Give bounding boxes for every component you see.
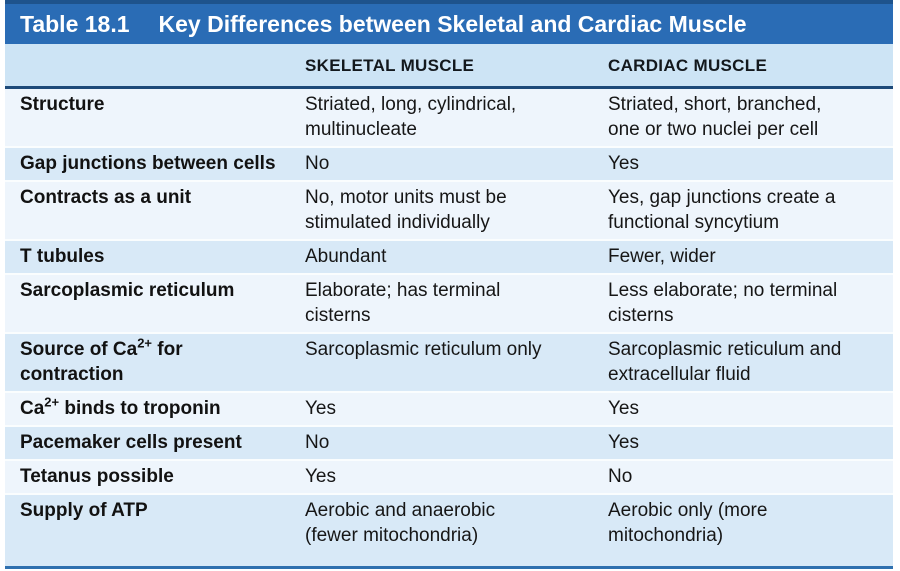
row-structure: Structure Striated, long, cylindrical, m… (5, 87, 893, 148)
cardiac-column-header: CARDIAC MUSCLE (608, 44, 893, 89)
row-contracts-as-unit: Contracts as a unit No, motor units must… (5, 180, 893, 240)
superscript: 2+ (137, 335, 153, 351)
row-label-text: T tubules (20, 246, 105, 267)
cell-cardiac: Yes (608, 425, 893, 460)
row-label-text: Pacemaker cells present (20, 432, 242, 453)
bottom-rule (5, 566, 893, 569)
cell-skeletal: Yes (305, 391, 608, 426)
cell-cardiac: Yes (608, 146, 893, 181)
table-number: Table 18.1 (20, 10, 130, 37)
cell-skeletal: No, motor units must be stimulated indiv… (305, 180, 608, 240)
skeletal-column-header: SKELETAL MUSCLE (305, 44, 608, 89)
row-label: Pacemaker cells present (5, 425, 305, 460)
cell-skeletal: No (305, 425, 608, 460)
superscript: 2+ (44, 394, 60, 410)
cell-cardiac: No (608, 459, 893, 494)
cell-skeletal: Sarcoplasmic reticulum only (305, 332, 608, 392)
row-label: Gap junctions between cells (5, 146, 305, 181)
row-sarcoplasmic-reticulum: Sarcoplasmic reticulum Elaborate; has te… (5, 273, 893, 333)
row-label: T tubules (5, 239, 305, 274)
row-label-text: Sarcoplasmic reticulum (20, 280, 235, 301)
row-label-text: Gap junctions between cells (20, 153, 276, 174)
row-label: Source of Ca2+ for contraction (5, 332, 305, 392)
row-label: Supply of ATP (5, 493, 305, 566)
table-title: Key Differences between Skeletal and Car… (158, 10, 747, 37)
row-label-text: Supply of ATP (20, 500, 148, 521)
row-label: Sarcoplasmic reticulum (5, 273, 305, 333)
row-label-text: Structure (20, 94, 105, 115)
cell-skeletal: Abundant (305, 239, 608, 274)
cell-skeletal: Aerobic and anaerobic (fewer mitochondri… (305, 493, 608, 566)
cell-cardiac: Yes, gap junctions create a functional s… (608, 180, 893, 240)
row-label-text: Source of Ca (20, 339, 138, 360)
cell-skeletal: Striated, long, cylindrical, multinuclea… (305, 94, 517, 140)
row-supply-of-atp: Supply of ATP Aerobic and anaerobic (few… (5, 493, 893, 566)
row-pacemaker-cells: Pacemaker cells present No Yes (5, 425, 893, 460)
cell-skeletal: Yes (305, 459, 608, 494)
row-calcium-binds-troponin: Ca2+ binds to troponin Yes Yes (5, 391, 893, 426)
cell-cardiac: Less elaborate; no terminal cisterns (608, 273, 893, 333)
row-label-text: Ca (20, 398, 45, 419)
cell-cardiac: Striated, short, branched, one or two nu… (608, 94, 822, 140)
row-label-text: Tetanus possible (20, 466, 174, 487)
column-header-row: SKELETAL MUSCLE CARDIAC MUSCLE (5, 44, 893, 89)
cell-skeletal: Elaborate; has terminal cisterns (305, 273, 608, 333)
cell-cardiac: Fewer, wider (608, 239, 893, 274)
comparison-table: SKELETAL MUSCLE CARDIAC MUSCLE Structure… (5, 44, 893, 566)
table-title-bar: Table 18.1 Key Differences between Skele… (5, 0, 893, 44)
cell-cardiac: Sarcoplasmic reticulum and extracellular… (608, 332, 893, 392)
row-label: Tetanus possible (5, 459, 305, 494)
row-label: Structure (5, 88, 305, 148)
row-source-of-calcium: Source of Ca2+ for contraction Sarcoplas… (5, 332, 893, 392)
row-label: Ca2+ binds to troponin (5, 391, 305, 426)
row-label-text: Contracts as a unit (20, 187, 192, 208)
feature-column-header (5, 44, 305, 89)
row-gap-junctions: Gap junctions between cells No Yes (5, 146, 893, 181)
cell-cardiac: Aerobic only (more mitochondria) (608, 493, 893, 566)
row-t-tubules: T tubules Abundant Fewer, wider (5, 239, 893, 274)
row-label: Contracts as a unit (5, 180, 305, 240)
row-tetanus-possible: Tetanus possible Yes No (5, 459, 893, 494)
cell-cardiac: Yes (608, 391, 893, 426)
row-label-text: binds to troponin (59, 398, 221, 419)
cell-skeletal: No (305, 146, 608, 181)
row-label-text: for contraction (20, 339, 183, 385)
